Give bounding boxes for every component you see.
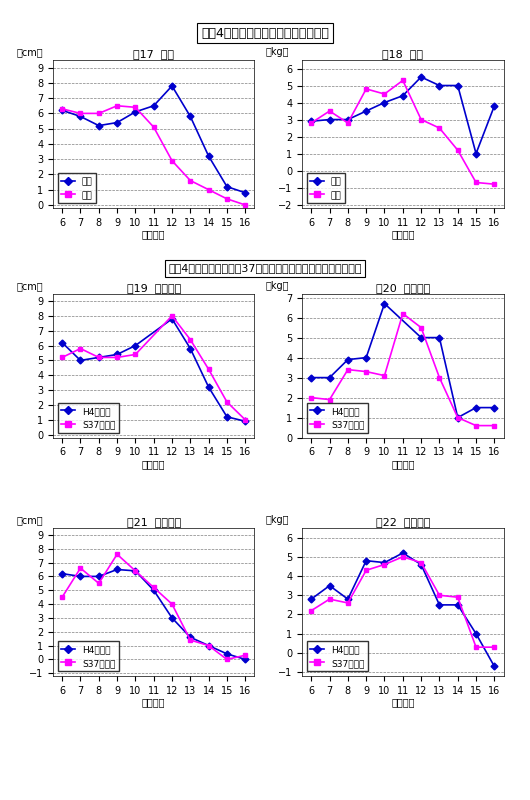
Text: 平成4年度生まれの年間発育量の推移: 平成4年度生まれの年間発育量の推移: [201, 26, 329, 40]
Text: （cm）: （cm）: [17, 281, 43, 290]
Title: 図17  身長: 図17 身長: [133, 50, 174, 59]
X-axis label: （歳時）: （歳時）: [142, 229, 165, 239]
Title: 図18  体重: 図18 体重: [382, 50, 423, 59]
Title: 図21  女子身長: 図21 女子身長: [127, 518, 181, 527]
Text: （kg）: （kg）: [266, 515, 289, 525]
X-axis label: （歳時）: （歳時）: [142, 697, 165, 707]
X-axis label: （歳時）: （歳時）: [142, 458, 165, 469]
Title: 図19  男子身長: 図19 男子身長: [127, 283, 181, 293]
Title: 図20  男子体重: 図20 男子体重: [376, 283, 430, 293]
Text: （cm）: （cm）: [17, 515, 43, 525]
Title: 図22  女子体重: 図22 女子体重: [376, 518, 430, 527]
Text: 平成4年度生まれと昭和37年度生まれの者の年間発育量の比較: 平成4年度生まれと昭和37年度生まれの者の年間発育量の比較: [168, 263, 362, 274]
X-axis label: （歳時）: （歳時）: [391, 458, 414, 469]
Legend: 男子, 女子: 男子, 女子: [307, 174, 346, 203]
Text: （kg）: （kg）: [266, 47, 289, 57]
Legend: H4年度生, S37年度生: H4年度生, S37年度生: [307, 403, 368, 433]
X-axis label: （歳時）: （歳時）: [391, 697, 414, 707]
Text: （cm）: （cm）: [17, 47, 43, 57]
Legend: 男子, 女子: 男子, 女子: [58, 174, 96, 203]
Legend: H4年度生, S37年度生: H4年度生, S37年度生: [307, 642, 368, 671]
Legend: H4年度生, S37年度生: H4年度生, S37年度生: [58, 403, 119, 433]
Text: （kg）: （kg）: [266, 281, 289, 290]
Legend: H4年度生, S37年度生: H4年度生, S37年度生: [58, 642, 119, 671]
X-axis label: （歳時）: （歳時）: [391, 229, 414, 239]
